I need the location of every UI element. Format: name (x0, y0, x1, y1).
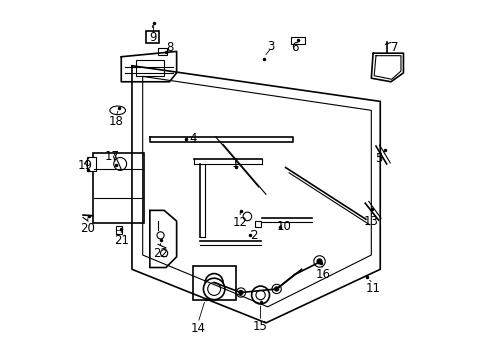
Bar (145, 31, 159, 43)
Bar (158, 48, 166, 55)
Text: 17: 17 (104, 150, 120, 163)
Text: 19: 19 (78, 159, 93, 172)
Circle shape (205, 274, 223, 292)
Circle shape (251, 286, 269, 304)
Circle shape (210, 279, 217, 286)
Circle shape (313, 256, 325, 267)
Circle shape (203, 278, 224, 300)
Bar (135, 60, 164, 76)
Text: 22: 22 (153, 247, 168, 260)
Bar (115, 226, 122, 234)
Circle shape (271, 284, 281, 294)
Text: 8: 8 (165, 41, 173, 54)
Text: 4: 4 (188, 132, 196, 145)
Circle shape (316, 259, 322, 264)
Circle shape (236, 288, 245, 297)
Text: 2: 2 (249, 229, 257, 242)
Text: 21: 21 (114, 234, 128, 247)
Text: 15: 15 (253, 320, 267, 333)
Bar (93, 153, 144, 223)
Circle shape (207, 283, 220, 296)
Circle shape (157, 232, 164, 239)
Text: 3: 3 (267, 40, 274, 53)
Text: 1: 1 (231, 157, 239, 170)
Ellipse shape (110, 106, 125, 114)
Text: 7: 7 (390, 41, 397, 54)
Circle shape (274, 287, 278, 291)
Text: 18: 18 (108, 114, 123, 127)
Text: 13: 13 (363, 215, 378, 228)
Text: 11: 11 (365, 283, 380, 296)
Bar (290, 37, 305, 44)
Text: 12: 12 (232, 216, 247, 229)
Text: 16: 16 (315, 268, 330, 281)
Text: 10: 10 (276, 220, 291, 233)
Bar (255, 221, 261, 227)
Circle shape (160, 249, 167, 257)
Circle shape (238, 291, 243, 294)
Text: 9: 9 (149, 31, 157, 44)
Circle shape (114, 157, 126, 170)
Text: 14: 14 (190, 322, 205, 335)
Text: 6: 6 (290, 41, 298, 54)
Text: 5: 5 (374, 152, 381, 165)
Circle shape (243, 212, 251, 221)
Bar (87, 157, 96, 171)
Circle shape (255, 291, 264, 300)
Bar (192, 266, 235, 300)
Text: 20: 20 (80, 222, 95, 235)
